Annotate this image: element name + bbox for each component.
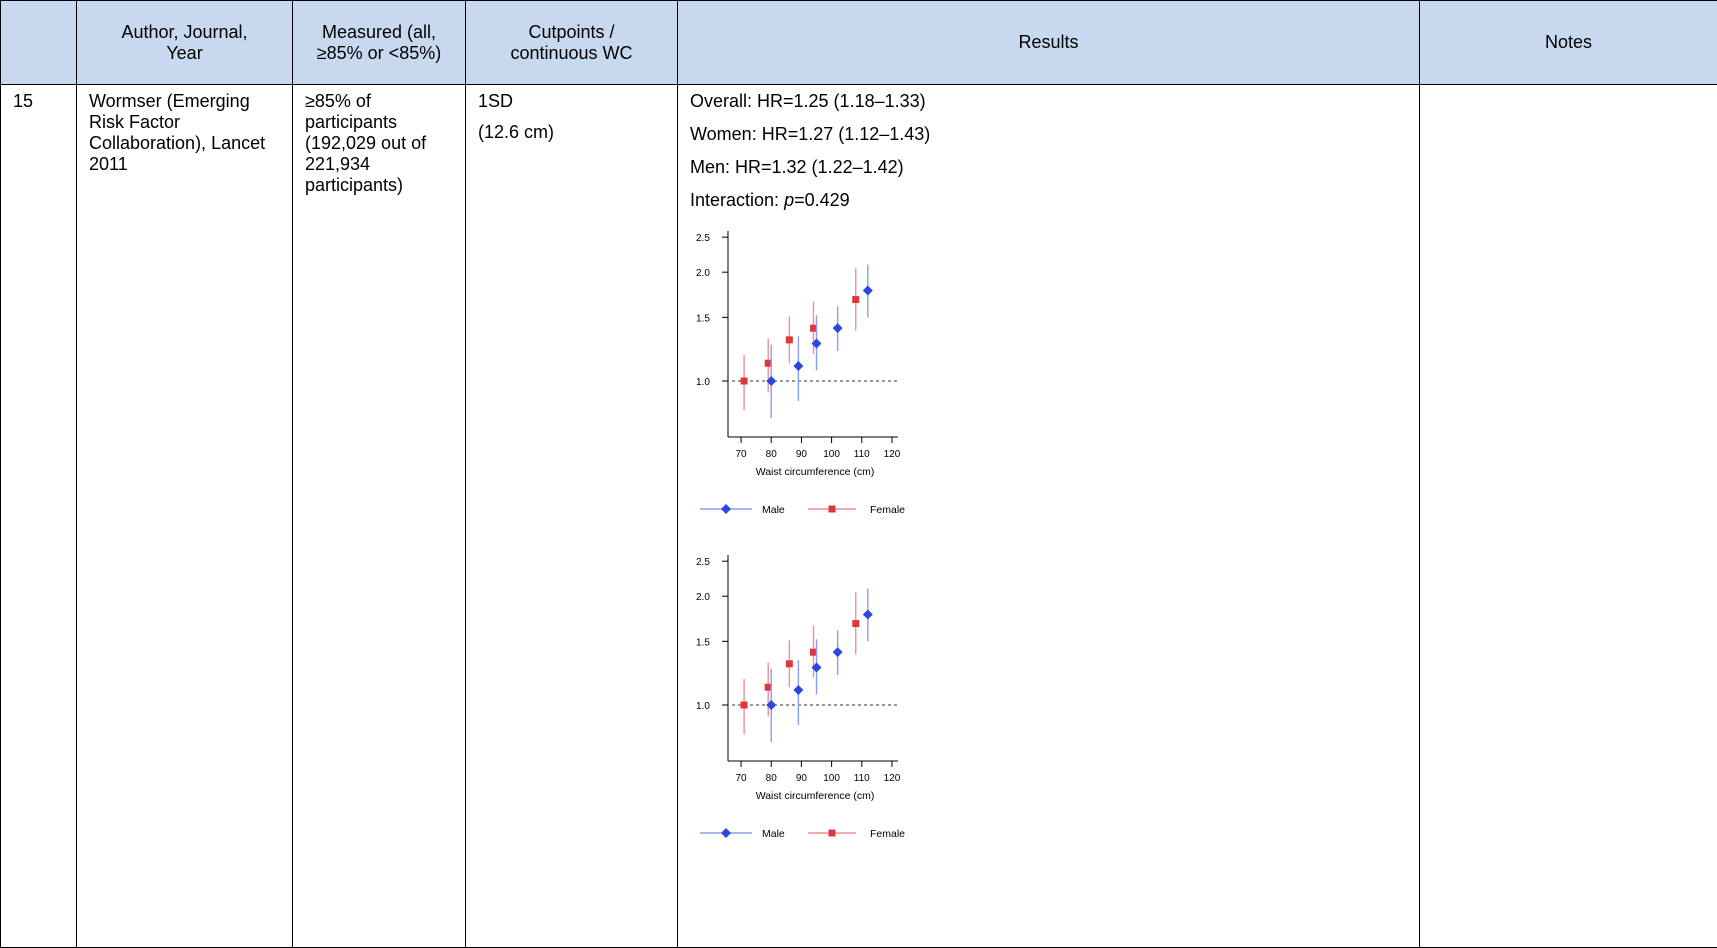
male-point [863,285,873,295]
x-tick-label: 80 [766,449,778,460]
row-number: 15 [1,85,77,948]
male-point [863,609,873,619]
female-point [786,336,793,343]
x-tick-label: 90 [796,773,808,784]
result-overall: Overall: HR=1.25 (1.18–1.33) [690,91,1407,112]
x-axis-label: Waist circumference (cm) [756,466,875,478]
header-measured: Measured (all, ≥85% or <85%) [293,1,466,85]
x-tick-label: 100 [823,449,840,460]
measured-cell: ≥85% of participants (192,029 out of 221… [293,85,466,948]
x-tick-label: 110 [854,773,870,784]
results-cell: Overall: HR=1.25 (1.18–1.33) Women: HR=1… [678,85,1420,948]
legend-female-label: Female [870,828,905,840]
female-point [786,660,793,667]
y-tick-label: 2.0 [696,268,710,279]
cutpoints-cell: 1SD (12.6 cm) [466,85,678,948]
legend-male-marker [721,504,731,514]
x-tick-label: 120 [884,773,901,784]
legend-male-label: Male [762,828,785,840]
female-point [741,702,748,709]
male-point [833,323,843,333]
p-symbol: p [784,190,794,210]
result-interaction: Interaction: p=0.429 [690,190,1407,211]
cutpoint-unit: (12.6 cm) [478,122,665,143]
x-tick-label: 80 [766,773,778,784]
cutpoint-value: 1SD [478,91,665,112]
header-notes: Notes [1420,1,1717,85]
y-tick-label: 2.5 [696,557,710,568]
header-results: Results [678,1,1420,85]
y-tick-label: 1.5 [696,637,710,648]
x-axis-label: Waist circumference (cm) [756,790,875,802]
header-number [1,1,77,85]
y-tick-label: 1.5 [696,313,710,324]
x-tick-label: 120 [884,449,901,460]
y-tick-label: 1.0 [696,701,710,712]
x-tick-label: 100 [823,773,840,784]
x-tick-label: 110 [854,449,870,460]
male-point [793,361,803,371]
legend-female-marker [829,506,836,513]
waist-hr-chart-2: 1.0 1.5 2.0 2.5 70 80 90 100 110 120 Waist circumf… [690,547,930,867]
female-point [741,378,748,385]
result-men: Men: HR=1.32 (1.22–1.42) [690,157,1407,178]
male-point [793,685,803,695]
x-tick-label: 90 [796,449,808,460]
result-women: Women: HR=1.27 (1.12–1.43) [690,124,1407,145]
male-point [833,647,843,657]
female-point [852,620,859,627]
header-author: Author, Journal, Year [77,1,293,85]
header-row: Author, Journal, Year Measured (all, ≥85… [1,1,1717,85]
legend-female-marker [829,830,836,837]
y-tick-label: 2.5 [696,233,710,244]
author-cell: Wormser (Emerging Risk Factor Collaborat… [77,85,293,948]
table-row: 15 Wormser (Emerging Risk Factor Collabo… [1,85,1717,948]
waist-hr-chart-1: 1.0 1.5 2.0 2.5 70 80 90 100 110 120 Waist circumf… [690,223,930,543]
x-tick-label: 70 [735,773,747,784]
notes-cell [1420,85,1717,948]
y-tick-label: 2.0 [696,592,710,603]
legend-female-label: Female [870,504,905,516]
header-cutpoints: Cutpoints / continuous WC [466,1,678,85]
legend-male-marker [721,828,731,838]
x-tick-label: 70 [735,449,747,460]
y-tick-label: 1.0 [696,377,710,388]
legend-male-label: Male [762,504,785,516]
female-point [852,296,859,303]
